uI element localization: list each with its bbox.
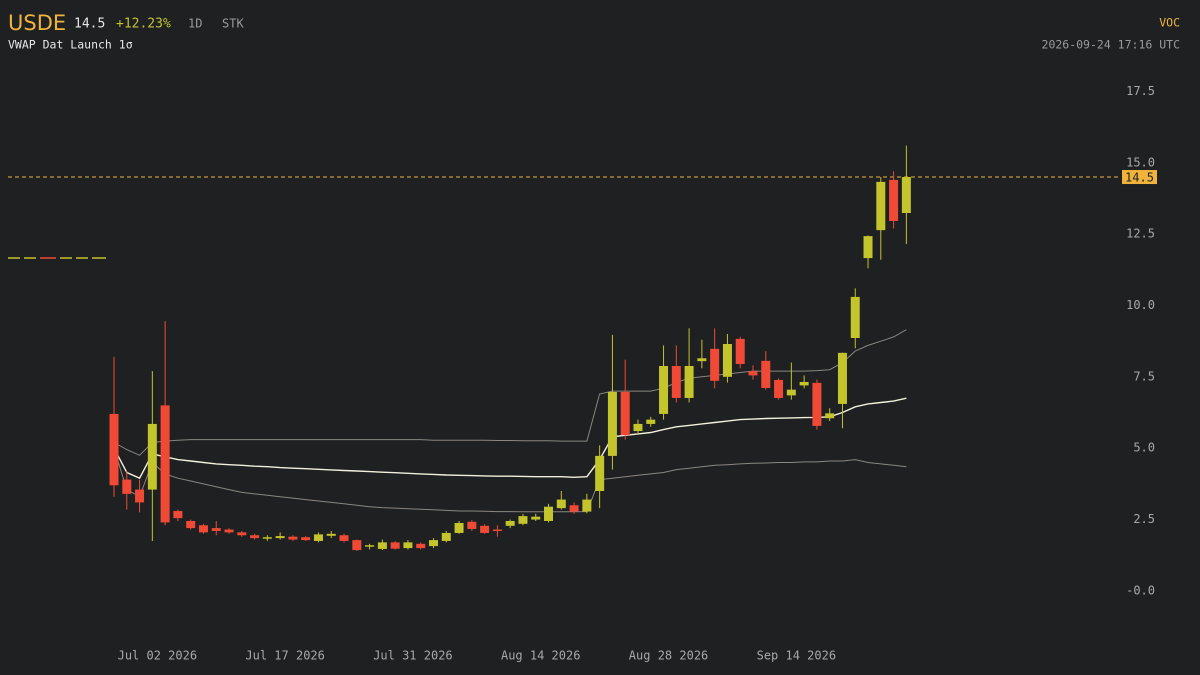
candle-body <box>531 516 541 520</box>
candle-body <box>518 516 528 524</box>
instrument-kind: STK <box>222 17 244 31</box>
candle-body <box>633 423 643 432</box>
candle-body <box>467 521 477 529</box>
candle-body <box>825 413 835 419</box>
study-name: VWAP Dat Launch 1σ <box>8 38 133 52</box>
candle-body <box>147 423 157 490</box>
y-tick-label: -0.0 <box>1126 583 1155 597</box>
candle-body <box>620 391 630 436</box>
candle-body <box>710 348 720 381</box>
candle-body <box>250 535 260 539</box>
x-tick-label: Aug 28 2026 <box>629 649 708 663</box>
x-tick-label: Jul 02 2026 <box>118 649 197 663</box>
candle-body <box>850 296 860 339</box>
candle-body <box>774 379 784 398</box>
candle-body <box>480 525 490 533</box>
candle-body <box>377 542 387 549</box>
candle-body <box>889 179 899 221</box>
candle-body <box>122 479 132 494</box>
vwap-line <box>113 448 907 513</box>
candle-body <box>544 506 554 521</box>
y-tick-label: 15.0 <box>1126 155 1155 169</box>
candle-body <box>224 529 234 533</box>
candle-body <box>288 536 298 540</box>
candle-body <box>582 499 592 512</box>
candle-body <box>416 543 426 549</box>
header-price: 14.5 <box>74 17 105 32</box>
y-tick-label: 12.5 <box>1126 227 1155 241</box>
timestamp: 2026-09-24 17:16 UTC <box>1042 38 1181 52</box>
candle-body <box>492 529 502 532</box>
candle-body <box>454 522 464 533</box>
candle-body <box>109 413 119 486</box>
y-tick-label: 5.0 <box>1133 441 1155 455</box>
candle-body <box>429 540 438 547</box>
candle-body <box>275 536 285 539</box>
candle-body <box>198 525 208 533</box>
candle-body <box>301 537 311 541</box>
last-price-label: 14.5 <box>1125 171 1154 185</box>
candle-body <box>646 419 656 424</box>
candle-body <box>237 532 247 536</box>
vwap-line <box>113 397 907 480</box>
candle-body <box>722 344 732 377</box>
candle-body <box>761 360 771 388</box>
candle-body <box>173 510 183 519</box>
symbol: USDE <box>8 11 66 35</box>
interval: 1D <box>188 17 202 31</box>
candle-body <box>684 365 694 398</box>
candle-body <box>786 389 796 396</box>
y-tick-label: 7.5 <box>1133 369 1155 383</box>
candle-body <box>262 537 272 539</box>
candle-body <box>837 352 847 404</box>
candle-body <box>441 532 451 541</box>
candle-body <box>799 381 809 386</box>
candle-body <box>211 528 221 531</box>
x-tick-label: Jul 17 2026 <box>245 649 324 663</box>
x-tick-label: Jul 31 2026 <box>373 649 452 663</box>
vwap-line <box>113 329 907 456</box>
candle-body <box>403 542 413 549</box>
candle-body <box>863 236 873 259</box>
x-tick-label: Aug 14 2026 <box>501 649 580 663</box>
candle-body <box>339 535 349 541</box>
candle-body <box>697 358 707 362</box>
y-tick-label: 17.5 <box>1126 84 1155 98</box>
candle-body <box>569 505 579 512</box>
candle-body <box>390 542 400 549</box>
candle-body <box>160 405 170 523</box>
candle-body <box>135 489 145 503</box>
candle-body <box>186 520 196 529</box>
y-tick-label: 2.5 <box>1133 512 1155 526</box>
candle-body <box>556 499 566 509</box>
last-price-box <box>1122 170 1157 185</box>
candle-body <box>352 540 362 551</box>
candle-body <box>812 382 822 426</box>
candle-body <box>595 455 605 492</box>
candle-body <box>505 520 515 526</box>
candle-body <box>901 177 911 213</box>
header-change: +12.23% <box>116 17 171 32</box>
candle-body <box>671 365 681 398</box>
candle-body <box>365 545 375 547</box>
candle-body <box>735 338 745 364</box>
y-tick-label: 10.0 <box>1126 298 1155 312</box>
candle-body <box>326 533 336 536</box>
source: VOC <box>1159 16 1180 30</box>
candle-body <box>313 534 323 541</box>
candle-body <box>659 365 669 414</box>
candle-body <box>876 181 886 231</box>
x-tick-label: Sep 14 2026 <box>757 649 836 663</box>
candle-body <box>607 391 617 456</box>
candle-body <box>748 371 758 376</box>
